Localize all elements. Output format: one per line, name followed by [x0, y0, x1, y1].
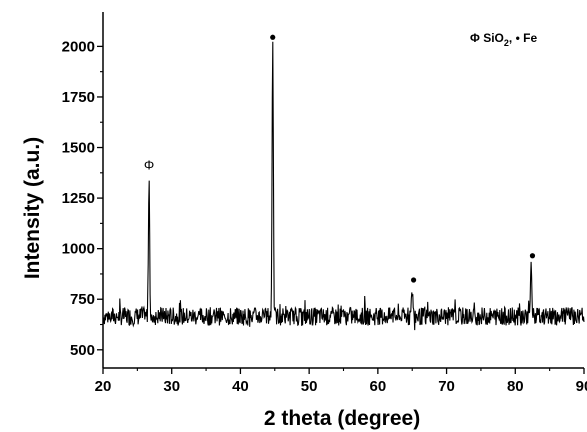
y-tick-label-1250: 1250 [62, 190, 95, 207]
x-tick-label-40: 40 [232, 378, 249, 395]
y-tick-label-1500: 1500 [62, 140, 95, 157]
legend-separator: , [509, 31, 512, 45]
legend-sio2-symbol: Φ [470, 31, 480, 45]
legend-fe-name: Fe [523, 31, 537, 45]
y-tick-label-750: 750 [70, 291, 95, 308]
x-tick-label-80: 80 [507, 378, 524, 395]
y-tick-label-500: 500 [70, 342, 95, 359]
xrd-pattern-line [102, 41, 585, 331]
y-tick-label-1750: 1750 [62, 89, 95, 106]
x-tick-label-60: 60 [370, 378, 387, 395]
legend-fe-symbol: • [516, 31, 520, 45]
sio2-peak-marker-0: Φ [144, 158, 154, 173]
legend-sio2-subscript: 2 [504, 38, 509, 48]
x-axis-title: 2 theta (degree) [264, 407, 420, 430]
fe-peak-marker-2 [410, 277, 417, 283]
legend-sio2-name: SiO [483, 31, 504, 45]
phase-legend: Φ SiO2, • Fe [470, 31, 537, 48]
x-tick-label-20: 20 [95, 378, 112, 395]
y-tick-label-1000: 1000 [62, 241, 95, 258]
plot-area: 20 30 40 50 60 70 80 90 500 750 1000 1250 1500 1750 20… [62, 12, 587, 395]
x-tick-label-70: 70 [438, 378, 455, 395]
x-tick-label-90: 90 [576, 378, 587, 395]
fe-peak-marker-1 [270, 34, 276, 40]
x-tick-label-30: 30 [163, 378, 180, 395]
y-axis-title: Intensity (a.u.) [21, 137, 44, 279]
x-tick-label-50: 50 [301, 378, 318, 395]
y-tick-label-2000: 2000 [62, 38, 95, 55]
fe-peak-marker-3 [529, 253, 536, 259]
